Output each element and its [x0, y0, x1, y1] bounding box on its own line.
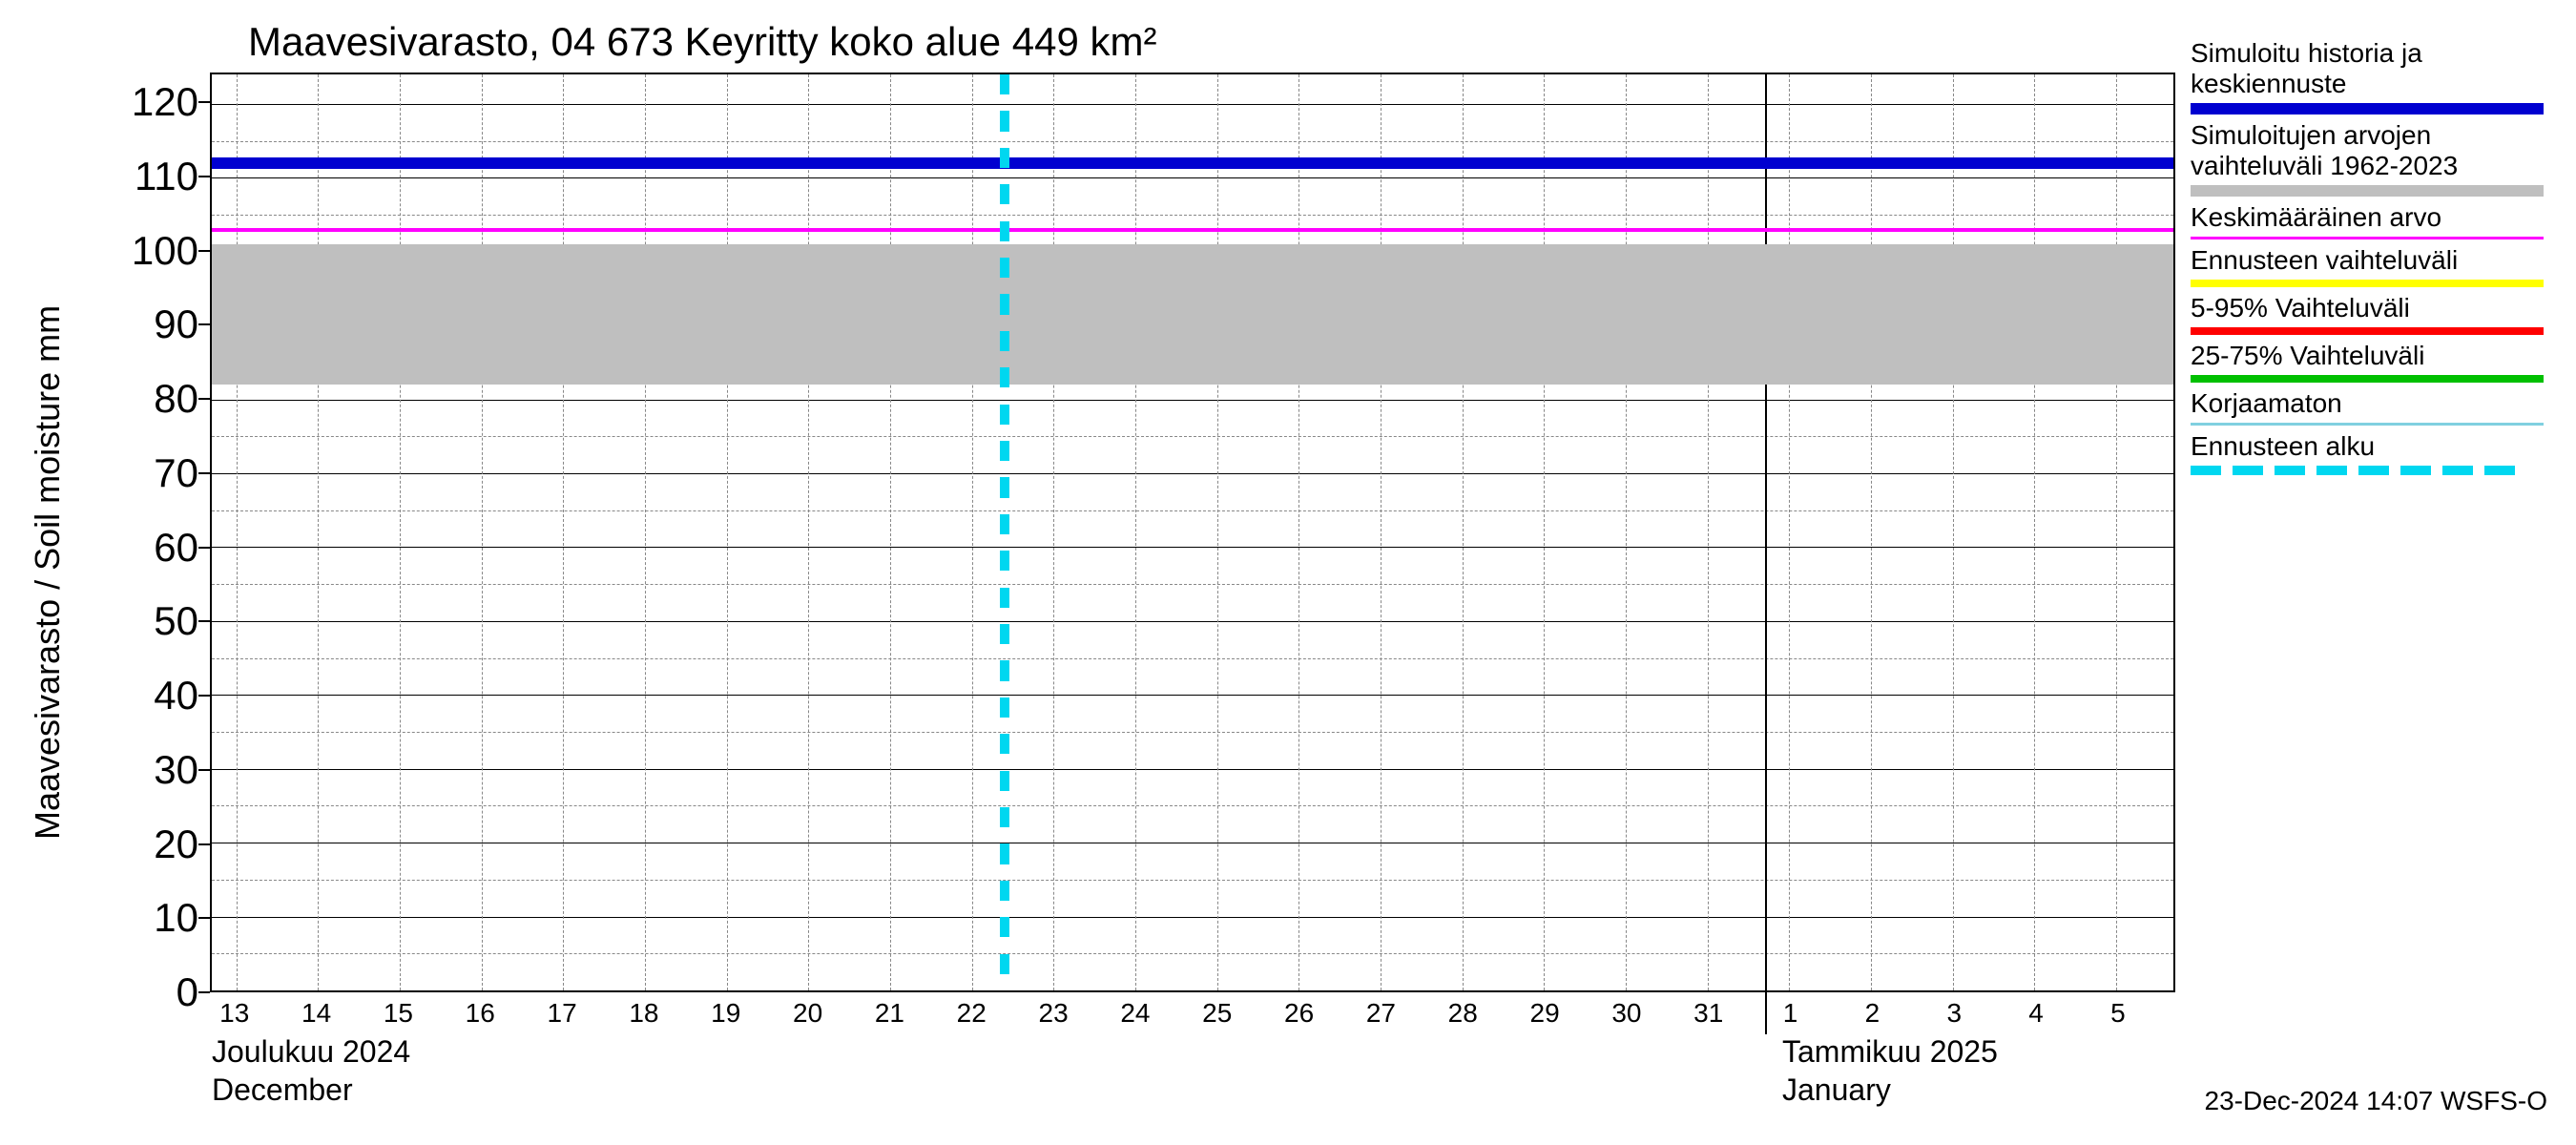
x-tick-label: 2 — [1865, 998, 1880, 1029]
x-month-left-fi: Joulukuu 2024 — [212, 1034, 410, 1070]
y-tick-label: 50 — [154, 598, 198, 644]
x-tick-label: 19 — [711, 998, 740, 1029]
x-tick-label: 25 — [1202, 998, 1232, 1029]
legend-item: Simuloitu historia ja keskiennuste — [2191, 38, 2557, 114]
x-tick-label: 23 — [1039, 998, 1069, 1029]
y-tick-label: 0 — [177, 969, 198, 1015]
y-tick-label: 120 — [132, 79, 198, 125]
legend-label: Ennusteen alku — [2191, 431, 2557, 462]
legend-label: Simuloitujen arvojen vaihteluväli 1962-2… — [2191, 120, 2557, 181]
y-tick-label: 90 — [154, 302, 198, 347]
x-tick-label: 14 — [301, 998, 331, 1029]
legend-label: 25-75% Vaihteluväli — [2191, 341, 2557, 371]
x-month-right-en: January — [1782, 1072, 1891, 1108]
y-tick-label: 60 — [154, 525, 198, 571]
x-tick-label: 31 — [1693, 998, 1723, 1029]
x-tick-label: 20 — [793, 998, 822, 1029]
legend-label: 5-95% Vaihteluväli — [2191, 293, 2557, 323]
x-tick-label: 24 — [1120, 998, 1150, 1029]
legend-swatch — [2191, 237, 2544, 239]
chart-title: Maavesivarasto, 04 673 Keyritty koko alu… — [86, 19, 2175, 73]
legend-item: Ennusteen alku — [2191, 431, 2557, 475]
y-tick-label: 40 — [154, 673, 198, 718]
y-tick-label: 10 — [154, 895, 198, 941]
legend-swatch — [2191, 423, 2544, 426]
legend-swatch — [2191, 327, 2544, 335]
legend-label: Simuloitu historia ja keskiennuste — [2191, 38, 2557, 99]
y-axis-label: Maavesivarasto / Soil moisture mm — [19, 19, 76, 1126]
y-tick-label: 20 — [154, 822, 198, 867]
x-tick-label: 1 — [1783, 998, 1798, 1029]
x-tick-label: 28 — [1448, 998, 1478, 1029]
forecast-start-line — [1000, 74, 1009, 990]
legend-label: Ennusteen vaihteluväli — [2191, 245, 2557, 276]
y-tick-label: 30 — [154, 747, 198, 793]
legend-item: Keskimääräinen arvo — [2191, 202, 2557, 239]
x-tick-label: 21 — [875, 998, 904, 1029]
x-tick-label: 5 — [2110, 998, 2126, 1029]
footer-timestamp: 23-Dec-2024 14:07 WSFS-O — [2205, 1086, 2548, 1116]
x-tick-label: 3 — [1946, 998, 1962, 1029]
x-tick-label: 16 — [466, 998, 495, 1029]
x-tick-label: 30 — [1611, 998, 1641, 1029]
x-tick-label: 15 — [384, 998, 413, 1029]
plot-area — [210, 73, 2175, 992]
legend-swatch — [2191, 185, 2544, 197]
legend-label: Keskimääräinen arvo — [2191, 202, 2557, 233]
x-month-right-fi: Tammikuu 2025 — [1782, 1034, 1998, 1070]
x-tick-label: 26 — [1284, 998, 1314, 1029]
y-tick-label: 70 — [154, 450, 198, 496]
legend-item: Korjaamaton — [2191, 388, 2557, 426]
x-tick-label: 4 — [2028, 998, 2044, 1029]
legend: Simuloitu historia ja keskiennuste Simulo… — [2175, 19, 2557, 1126]
x-axis: 1314151617181920212223242526272829303112… — [210, 992, 2175, 1126]
simulated-line — [212, 157, 2173, 169]
y-tick-label: 80 — [154, 376, 198, 422]
x-tick-label: 27 — [1366, 998, 1396, 1029]
legend-swatch — [2191, 280, 2544, 287]
y-ticks: 0102030405060708090100110120 — [86, 73, 210, 992]
legend-item: Simuloitujen arvojen vaihteluväli 1962-2… — [2191, 120, 2557, 197]
legend-item: Ennusteen vaihteluväli — [2191, 245, 2557, 287]
x-tick-label: 17 — [548, 998, 577, 1029]
legend-swatch — [2191, 375, 2544, 383]
legend-item: 5-95% Vaihteluväli — [2191, 293, 2557, 335]
mean-line — [212, 228, 2173, 232]
x-tick-label: 18 — [629, 998, 658, 1029]
y-tick-label: 100 — [132, 228, 198, 274]
legend-label: Korjaamaton — [2191, 388, 2557, 419]
y-tick-label: 110 — [135, 154, 198, 199]
legend-swatch — [2191, 103, 2544, 114]
legend-item: 25-75% Vaihteluväli — [2191, 341, 2557, 383]
x-tick-label: 29 — [1530, 998, 1560, 1029]
x-tick-label: 13 — [219, 998, 249, 1029]
legend-swatch — [2191, 466, 2544, 475]
x-month-left-en: December — [212, 1072, 353, 1108]
x-tick-label: 22 — [957, 998, 987, 1029]
historical-range-band — [212, 244, 2173, 385]
